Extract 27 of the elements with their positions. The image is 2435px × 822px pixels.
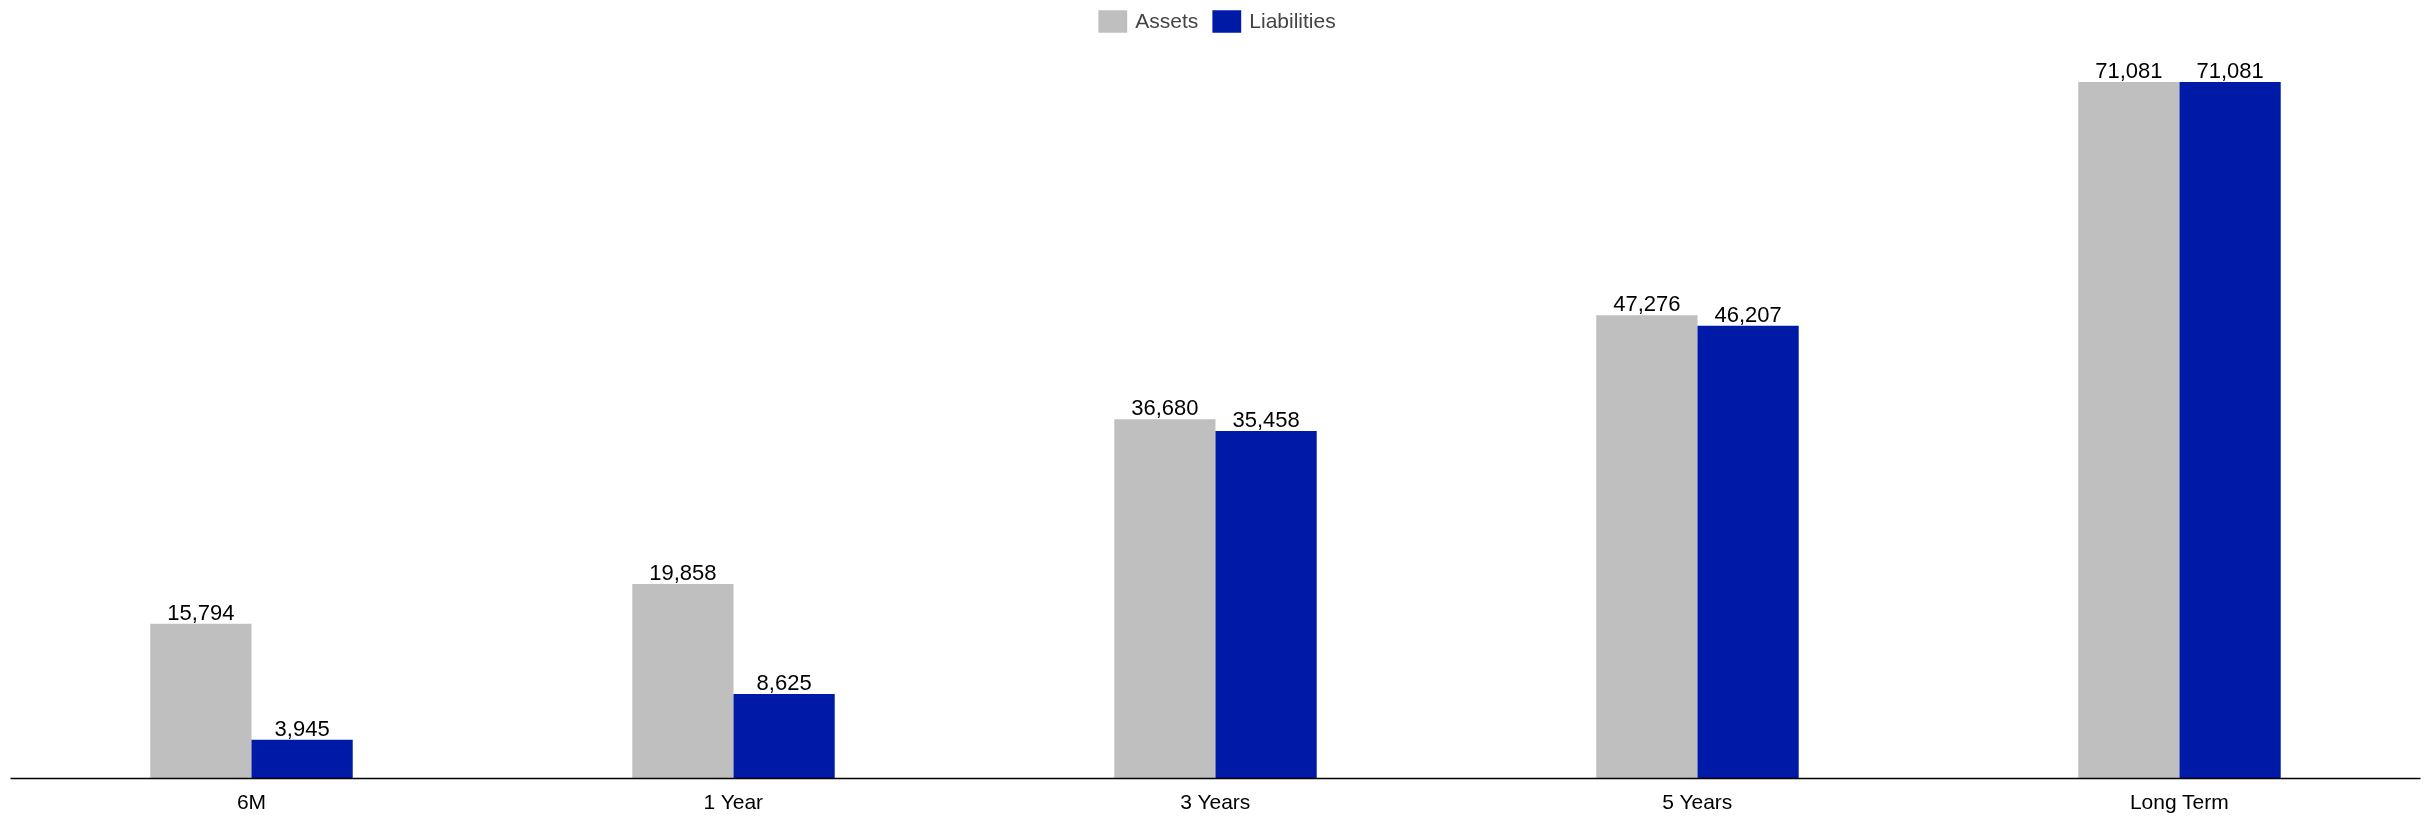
data-label: 46,207 [1714,301,1782,327]
bar [1215,431,1317,779]
x-tick-label: 3 Years [1180,789,1251,813]
data-label: 47,276 [1613,291,1681,317]
bar [1697,325,1799,779]
data-label: 8,625 [756,670,812,695]
bar [2179,82,2281,779]
x-tick-label: 5 Years [1662,789,1733,813]
data-label: 35,458 [1232,407,1300,433]
bar [632,583,734,779]
data-label: 71,081 [2095,58,2163,84]
data-label: 36,680 [1131,395,1199,421]
data-label: 19,858 [649,559,717,585]
legend-label: Liabilities [1249,9,1336,33]
bar [150,623,252,779]
data-label: 71,081 [2196,58,2264,84]
x-tick-label: 6M [236,789,267,813]
data-label: 15,794 [167,599,235,625]
bar [1596,315,1698,779]
data-label: 3,945 [274,715,330,741]
bar [1114,419,1216,779]
legend-label: Assets [1135,9,1199,33]
bar [2078,82,2180,779]
bar [733,694,835,779]
bar [251,739,353,779]
x-tick-label: 1 Year [703,789,764,813]
x-tick-label: Long Term [2129,789,2229,813]
